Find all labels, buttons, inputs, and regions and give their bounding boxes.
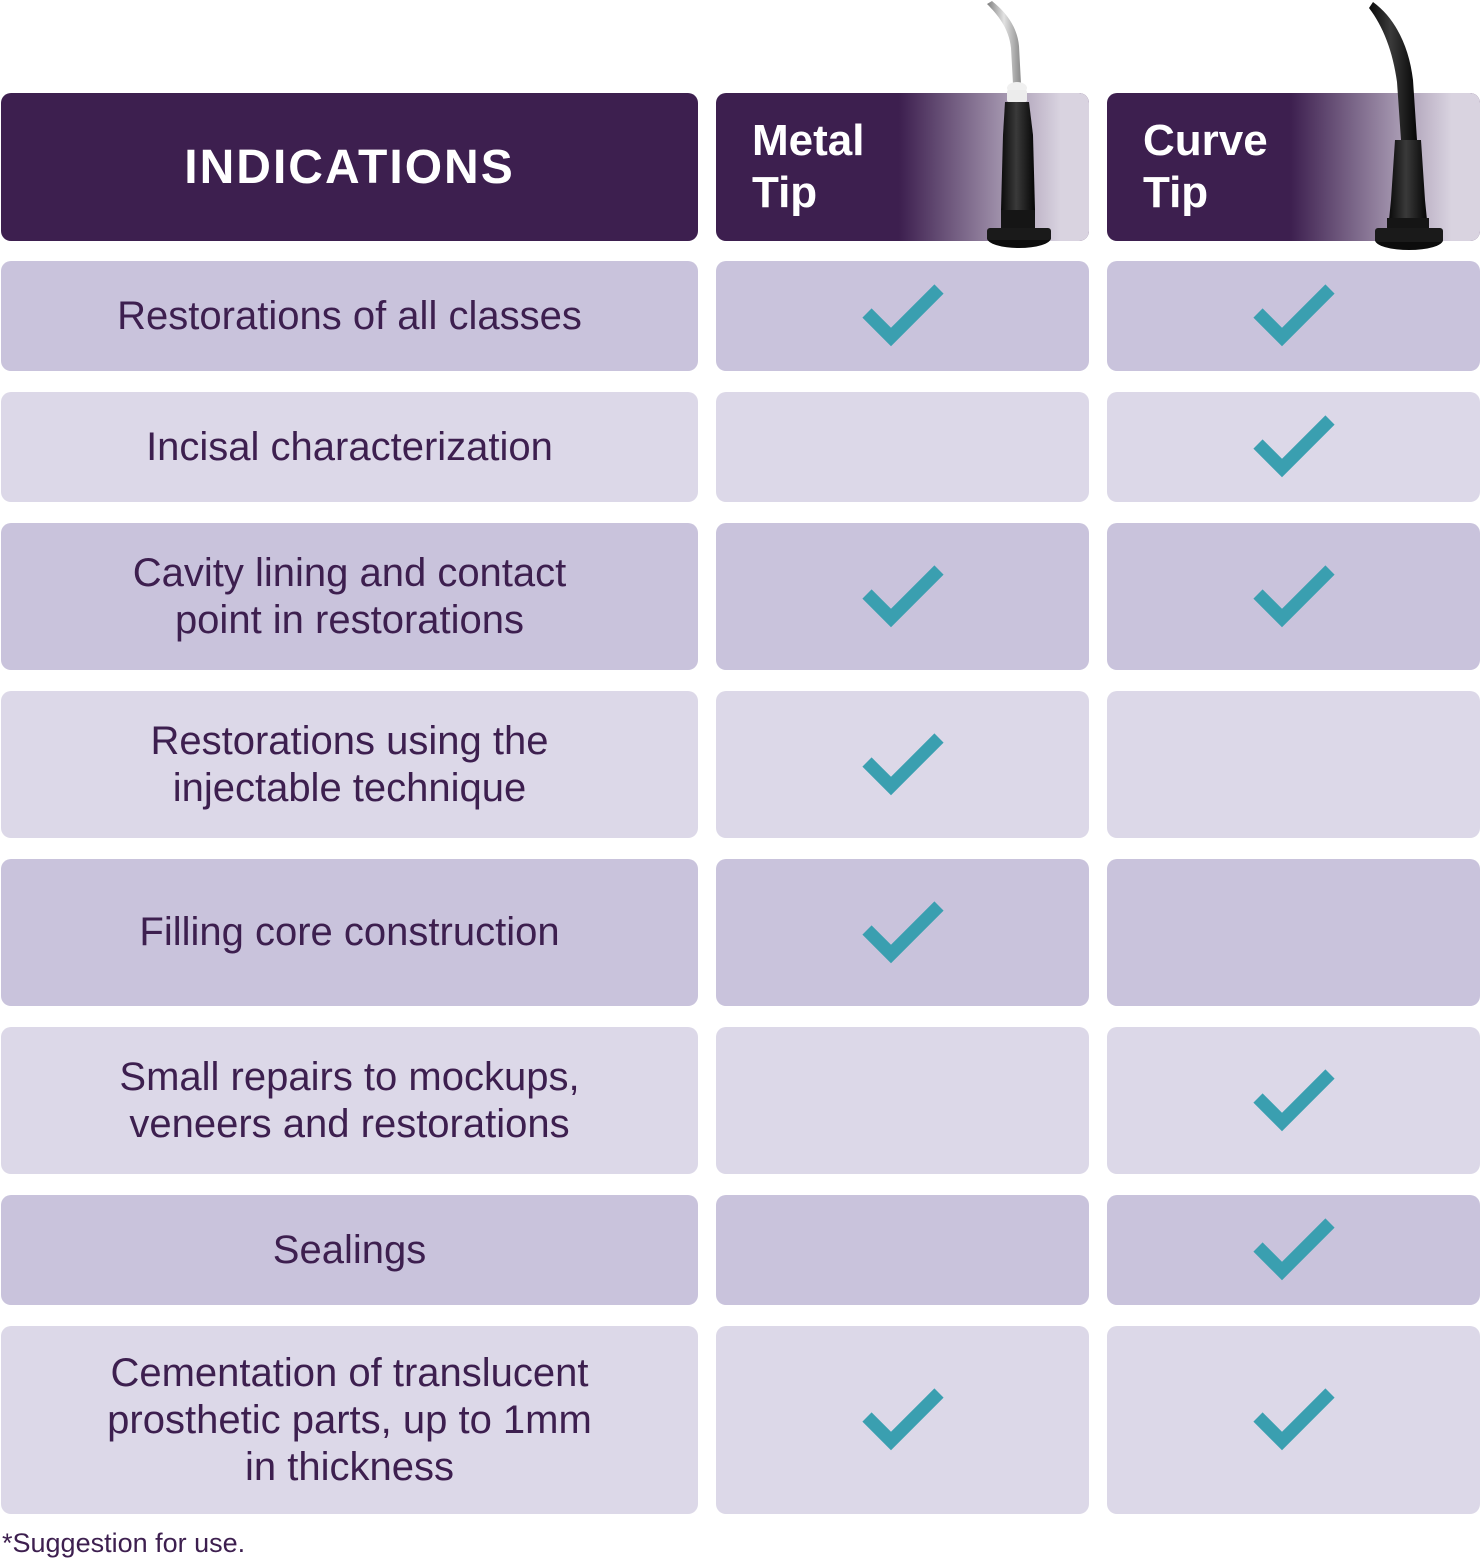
- indication-label: Small repairs to mockups, veneers and re…: [119, 1054, 580, 1146]
- footnote: *Suggestion for use.: [2, 1528, 246, 1558]
- indications-header: INDICATIONS: [1, 93, 698, 241]
- check-icon: [1252, 284, 1335, 347]
- check-icon: [861, 900, 944, 963]
- check-icon: [1252, 1388, 1335, 1451]
- indication-label: Cavity lining and contact point in resto…: [132, 550, 567, 642]
- indication-label: Restorations using the injectable techni…: [150, 718, 549, 810]
- curve-tip-image: [1369, 2, 1443, 250]
- check-icon: [1252, 1068, 1335, 1131]
- indication-label: Restorations of all classes: [117, 293, 582, 338]
- indication-cell: Filling core construction: [1, 859, 698, 1006]
- metal-tip-cell: [716, 1195, 1089, 1305]
- metal-tip-cell: [716, 1326, 1089, 1514]
- indication-label: Sealings: [272, 1227, 427, 1272]
- metal-tip-cell: [716, 691, 1089, 838]
- metal-tip-cell: [716, 859, 1089, 1006]
- metal-tip-cell: [716, 392, 1089, 502]
- indication-label: Incisal characterization: [146, 424, 553, 469]
- indication-cell: Incisal characterization: [1, 392, 698, 502]
- metal-tip-cell: [716, 261, 1089, 371]
- curve-tip-cell: [1107, 392, 1480, 502]
- header-fade: [1290, 93, 1480, 241]
- metal-tip-cell: [716, 523, 1089, 670]
- metal-tip-image: [987, 1, 1051, 248]
- metal-tip-header-label: Metal Tip: [752, 116, 865, 217]
- curve-tip-cell: [1107, 1326, 1480, 1514]
- indications-header-label: INDICATIONS: [184, 140, 515, 194]
- indication-cell: Small repairs to mockups, veneers and re…: [1, 1027, 698, 1174]
- curve-tip-header-label: Curve Tip: [1143, 116, 1268, 217]
- curve-tip-cell: [1107, 1027, 1480, 1174]
- check-icon: [1252, 1218, 1335, 1281]
- check-icon: [1252, 415, 1335, 478]
- indication-cell: Cementation of translucent prosthetic pa…: [1, 1326, 698, 1514]
- header-fade: [899, 93, 1089, 241]
- indication-cell: Restorations using the injectable techni…: [1, 691, 698, 838]
- curve-tip-cell: [1107, 1195, 1480, 1305]
- check-icon: [1252, 564, 1335, 627]
- curve-tip-cell: [1107, 691, 1480, 838]
- metal-tip-cell: [716, 1027, 1089, 1174]
- indication-cell: Restorations of all classes: [1, 261, 698, 371]
- curve-tip-cell: [1107, 523, 1480, 670]
- check-icon: [861, 284, 944, 347]
- check-icon: [861, 1388, 944, 1451]
- indication-label: Filling core construction: [139, 910, 560, 954]
- curve-tip-cell: [1107, 261, 1480, 371]
- check-icon: [861, 732, 944, 795]
- indication-cell: Cavity lining and contact point in resto…: [1, 523, 698, 670]
- indication-cell: Sealings: [1, 1195, 698, 1305]
- curve-tip-cell: [1107, 859, 1480, 1006]
- check-icon: [861, 564, 944, 627]
- indication-label: Cementation of translucent prosthetic pa…: [107, 1350, 592, 1489]
